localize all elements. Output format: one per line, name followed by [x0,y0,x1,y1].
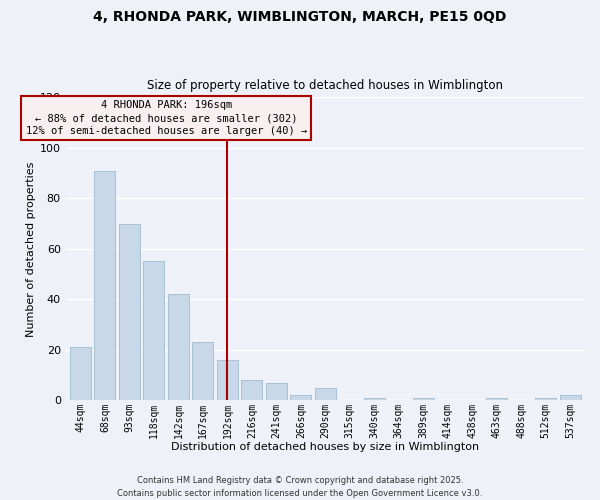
Bar [241,380,262,400]
Title: Size of property relative to detached houses in Wimblington: Size of property relative to detached ho… [148,79,503,92]
Bar [364,398,385,400]
Bar [487,398,507,400]
Text: Contains HM Land Registry data © Crown copyright and database right 2025.
Contai: Contains HM Land Registry data © Crown c… [118,476,482,498]
Bar [413,398,434,400]
Bar [94,170,115,400]
Text: 4, RHONDA PARK, WIMBLINGTON, MARCH, PE15 0QD: 4, RHONDA PARK, WIMBLINGTON, MARCH, PE15… [94,10,506,24]
Y-axis label: Number of detached properties: Number of detached properties [26,161,35,336]
Bar [315,388,336,400]
Bar [70,348,91,401]
Bar [290,396,311,400]
Bar [217,360,238,401]
Bar [560,396,581,400]
Text: 4 RHONDA PARK: 196sqm
← 88% of detached houses are smaller (302)
12% of semi-det: 4 RHONDA PARK: 196sqm ← 88% of detached … [26,100,307,136]
Bar [143,262,164,400]
X-axis label: Distribution of detached houses by size in Wimblington: Distribution of detached houses by size … [171,442,479,452]
Bar [535,398,556,400]
Bar [266,382,287,400]
Bar [168,294,189,401]
Bar [119,224,140,400]
Bar [193,342,213,400]
